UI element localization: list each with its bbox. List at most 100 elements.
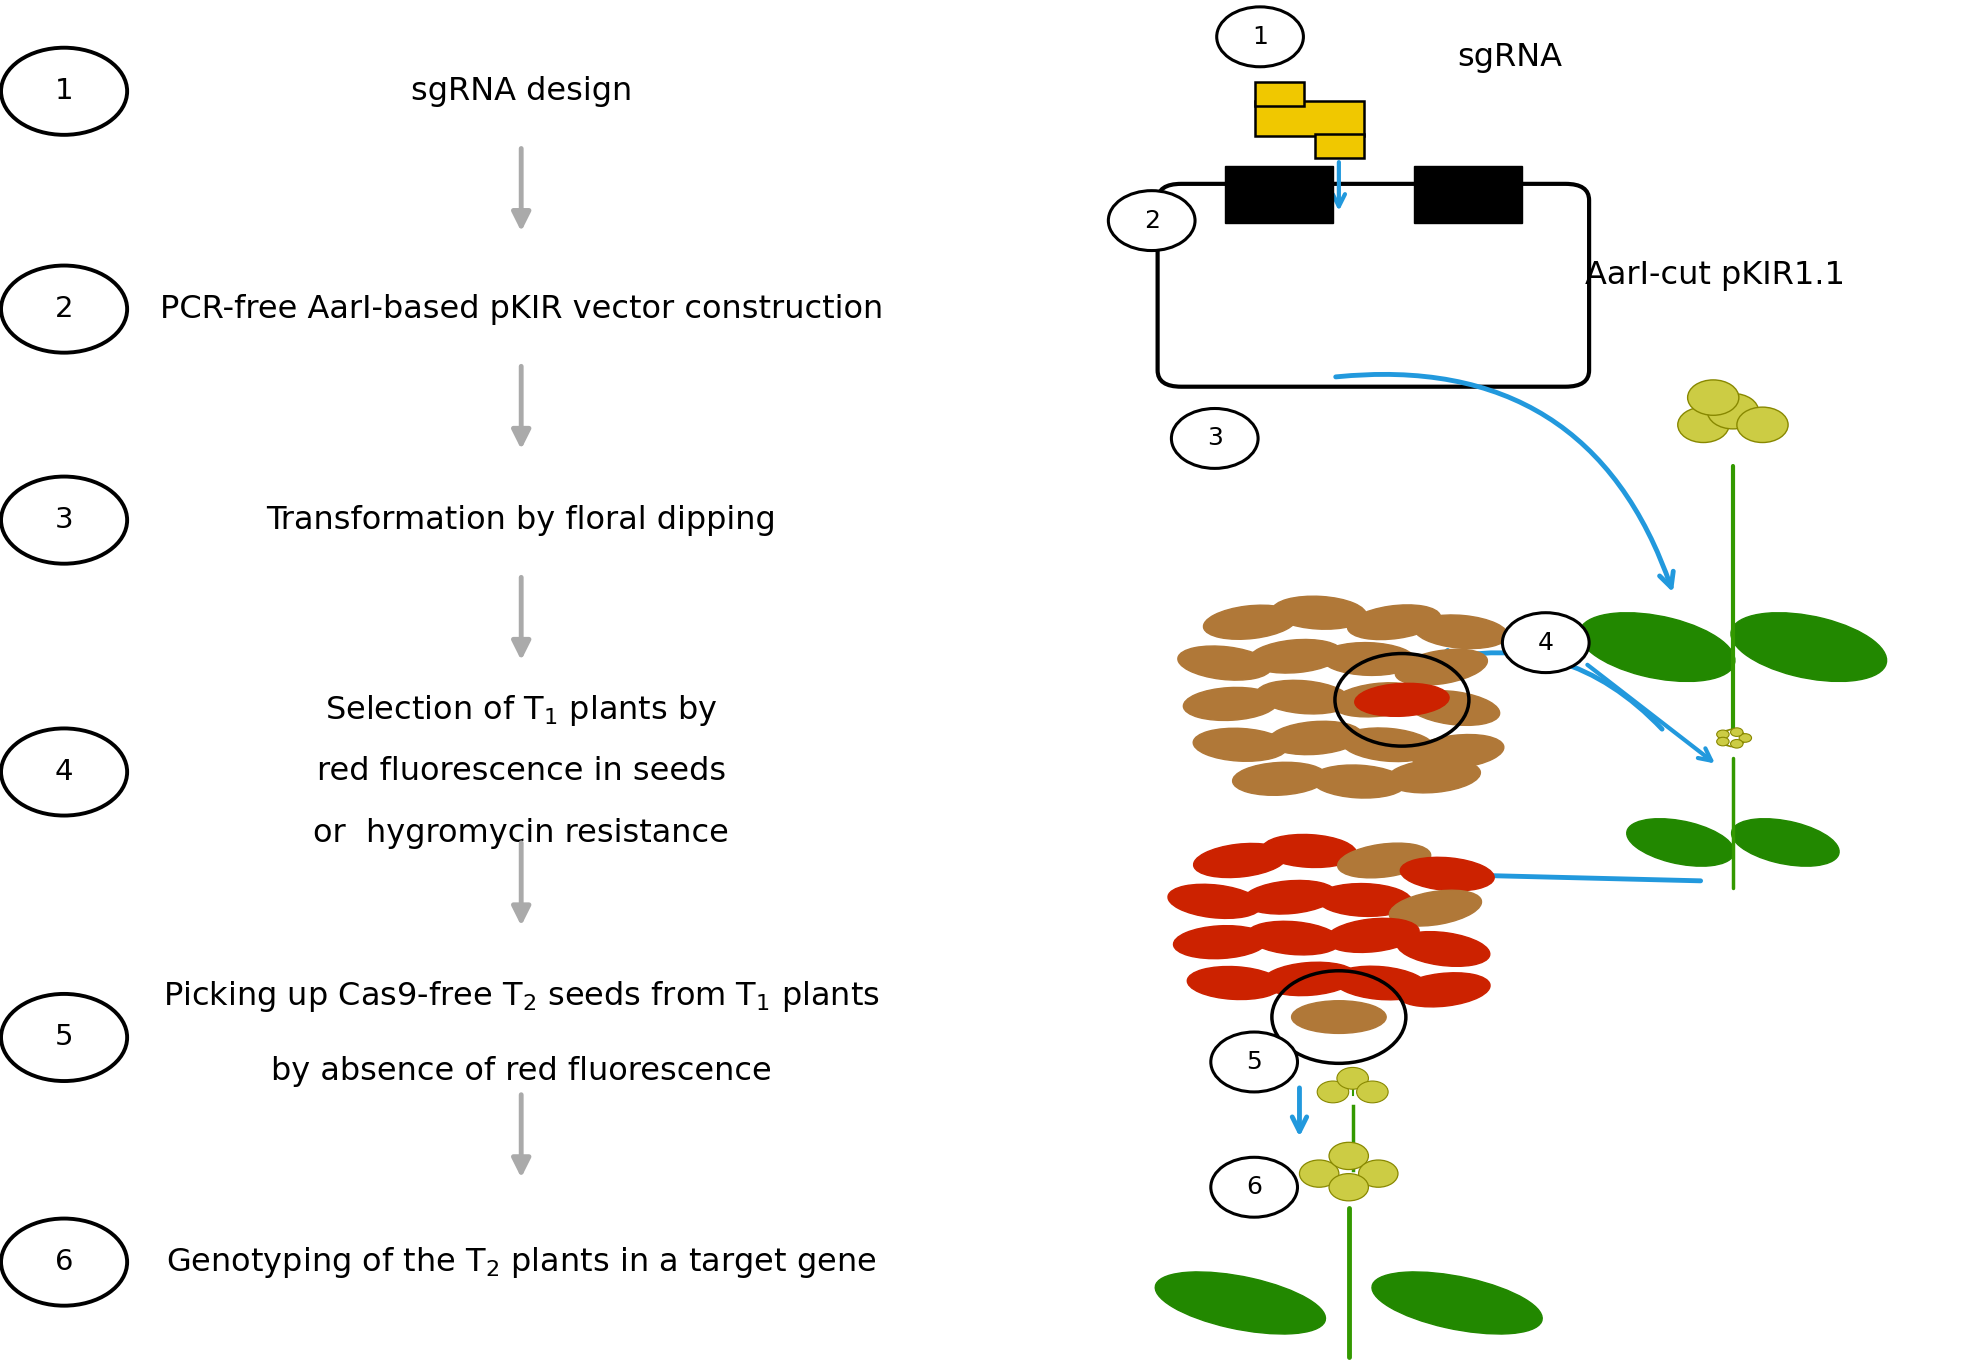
Circle shape: [2, 48, 127, 135]
Text: by absence of red fluorescence: by absence of red fluorescence: [272, 1057, 771, 1087]
Ellipse shape: [1263, 962, 1356, 995]
Ellipse shape: [1243, 880, 1336, 915]
Ellipse shape: [1348, 604, 1441, 640]
Ellipse shape: [1397, 932, 1490, 966]
Circle shape: [1730, 727, 1742, 737]
Text: AarI-cut pKIR1.1: AarI-cut pKIR1.1: [1586, 260, 1845, 291]
Ellipse shape: [1203, 606, 1296, 640]
Ellipse shape: [1326, 919, 1419, 953]
Ellipse shape: [1627, 819, 1734, 867]
Ellipse shape: [1187, 966, 1282, 999]
Ellipse shape: [1401, 857, 1494, 891]
Text: Selection of T$_1$ plants by: Selection of T$_1$ plants by: [325, 693, 717, 729]
Text: 4: 4: [55, 757, 73, 786]
FancyBboxPatch shape: [1413, 165, 1522, 223]
Circle shape: [1171, 409, 1259, 469]
Ellipse shape: [1334, 966, 1427, 999]
Circle shape: [1211, 1032, 1298, 1092]
Circle shape: [1736, 407, 1788, 443]
Circle shape: [1356, 1081, 1387, 1103]
Circle shape: [2, 265, 127, 353]
Text: 5: 5: [1247, 1050, 1263, 1074]
Text: Transformation by floral dipping: Transformation by floral dipping: [266, 504, 777, 536]
Text: 5: 5: [55, 1024, 73, 1051]
Circle shape: [2, 477, 127, 563]
Ellipse shape: [1183, 688, 1278, 720]
Ellipse shape: [1389, 890, 1481, 925]
Ellipse shape: [1247, 921, 1340, 956]
Circle shape: [1730, 740, 1742, 748]
FancyBboxPatch shape: [1225, 165, 1334, 223]
FancyBboxPatch shape: [1157, 183, 1590, 387]
Text: 6: 6: [55, 1248, 73, 1277]
Ellipse shape: [1263, 834, 1356, 868]
Circle shape: [1738, 734, 1752, 742]
Circle shape: [1217, 7, 1304, 67]
Ellipse shape: [1395, 649, 1486, 685]
Ellipse shape: [1387, 759, 1481, 793]
Ellipse shape: [1193, 843, 1286, 878]
Ellipse shape: [1413, 615, 1508, 648]
Circle shape: [1211, 1158, 1298, 1217]
Ellipse shape: [1167, 884, 1261, 919]
Ellipse shape: [1268, 722, 1362, 755]
Text: 3: 3: [55, 506, 73, 534]
Ellipse shape: [1173, 925, 1268, 958]
Circle shape: [1716, 730, 1728, 738]
Ellipse shape: [1177, 647, 1270, 681]
Ellipse shape: [1156, 1271, 1326, 1334]
Ellipse shape: [1580, 612, 1734, 681]
FancyBboxPatch shape: [1255, 101, 1364, 135]
Circle shape: [1502, 612, 1590, 673]
FancyBboxPatch shape: [1314, 134, 1364, 157]
Ellipse shape: [1397, 973, 1490, 1007]
Circle shape: [1707, 394, 1758, 429]
Circle shape: [2, 994, 127, 1081]
Text: 2: 2: [55, 295, 73, 323]
Ellipse shape: [1730, 612, 1887, 681]
Circle shape: [1687, 380, 1738, 416]
Circle shape: [2, 729, 127, 816]
Ellipse shape: [1411, 734, 1504, 768]
Ellipse shape: [1342, 729, 1435, 761]
Text: PCR-free AarI-based pKIR vector construction: PCR-free AarI-based pKIR vector construc…: [161, 294, 882, 324]
Text: 1: 1: [1253, 25, 1268, 49]
Circle shape: [1300, 1161, 1340, 1187]
Text: 4: 4: [1538, 630, 1554, 655]
Circle shape: [1358, 1161, 1397, 1187]
Text: Picking up Cas9-free T$_2$ seeds from T$_1$ plants: Picking up Cas9-free T$_2$ seeds from T$…: [163, 979, 880, 1014]
Ellipse shape: [1372, 1271, 1542, 1334]
Ellipse shape: [1356, 684, 1449, 716]
Text: sgRNA: sgRNA: [1457, 42, 1562, 72]
Circle shape: [1679, 407, 1728, 443]
Ellipse shape: [1233, 763, 1326, 796]
Circle shape: [1318, 1081, 1348, 1103]
Ellipse shape: [1292, 1001, 1385, 1033]
Ellipse shape: [1257, 681, 1350, 714]
Text: Genotyping of the T$_2$ plants in a target gene: Genotyping of the T$_2$ plants in a targ…: [166, 1244, 876, 1280]
Ellipse shape: [1407, 690, 1500, 726]
Circle shape: [1720, 730, 1746, 746]
Ellipse shape: [1332, 682, 1425, 716]
Text: 3: 3: [1207, 427, 1223, 451]
Ellipse shape: [1338, 843, 1431, 878]
Circle shape: [1108, 190, 1195, 250]
Ellipse shape: [1249, 640, 1342, 673]
Circle shape: [2, 1218, 127, 1305]
Text: or  hygromycin resistance: or hygromycin resistance: [313, 817, 729, 849]
Ellipse shape: [1322, 642, 1415, 675]
Text: sgRNA design: sgRNA design: [410, 75, 632, 107]
Ellipse shape: [1272, 596, 1366, 629]
Text: 6: 6: [1247, 1176, 1263, 1199]
Ellipse shape: [1193, 729, 1288, 761]
Ellipse shape: [1732, 819, 1839, 867]
Text: 2: 2: [1144, 209, 1159, 232]
Ellipse shape: [1312, 766, 1405, 798]
Circle shape: [1330, 1143, 1368, 1170]
Text: red fluorescence in seeds: red fluorescence in seeds: [317, 756, 725, 787]
Circle shape: [1338, 1068, 1368, 1089]
Text: 1: 1: [55, 78, 73, 105]
FancyBboxPatch shape: [1255, 82, 1304, 105]
Circle shape: [1716, 737, 1728, 746]
Ellipse shape: [1318, 883, 1411, 916]
